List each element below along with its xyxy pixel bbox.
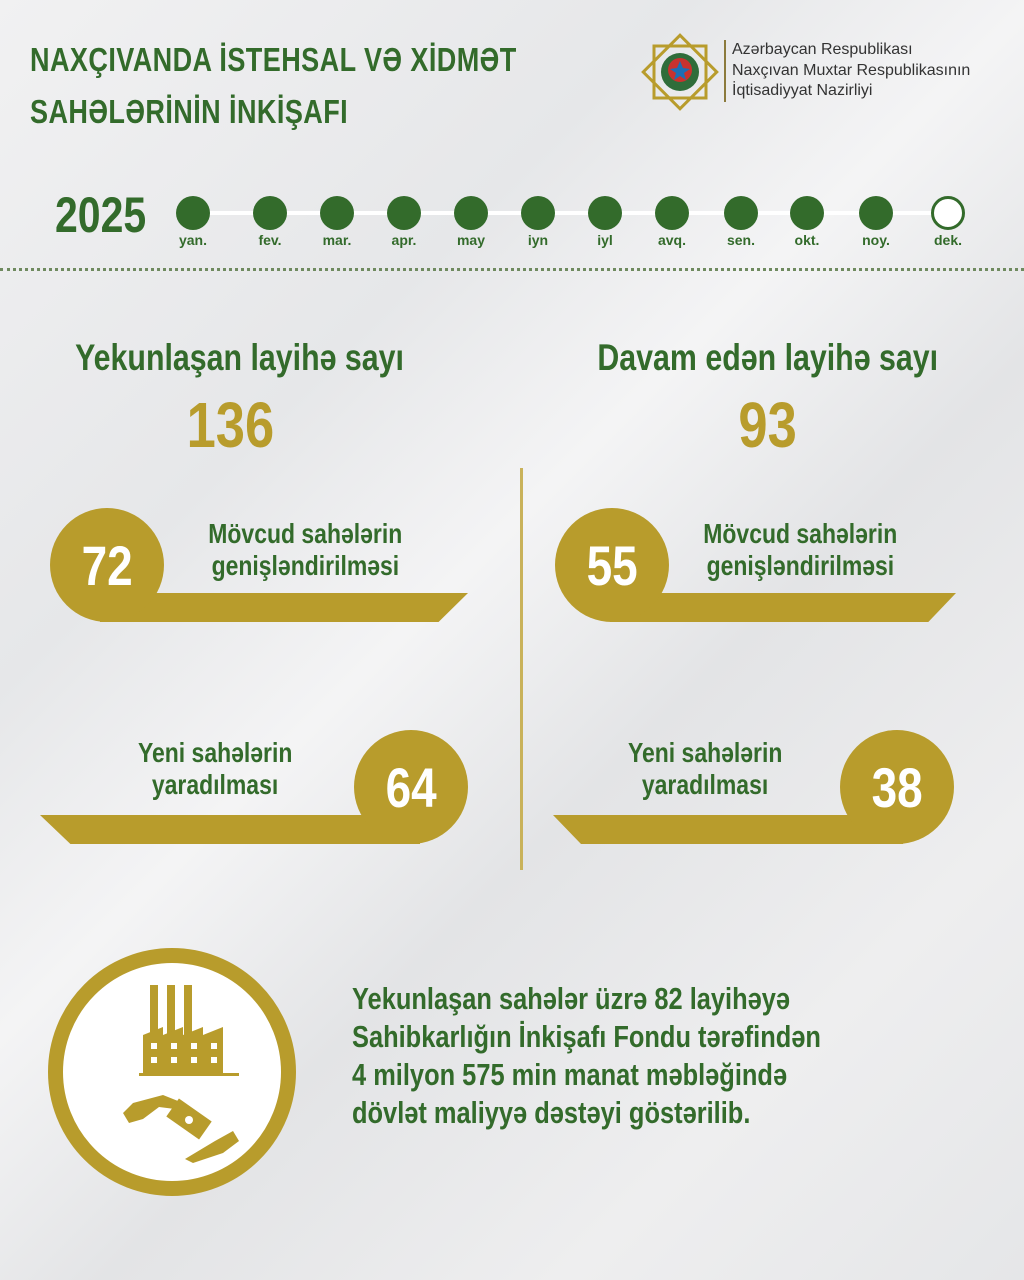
- fund-icon-circle: [48, 948, 296, 1196]
- timeline-year: 2025: [55, 186, 166, 244]
- timeline-month-label: avq.: [657, 232, 686, 248]
- ongoing-new-badge: 38: [840, 730, 954, 844]
- year-text: 2025: [55, 187, 147, 243]
- ongoing-total-value: 93: [738, 389, 798, 461]
- ongoing-new-bar: [553, 815, 903, 844]
- label-line: genişləndirilməsi: [211, 550, 399, 581]
- timeline-dot-yan: [176, 196, 210, 230]
- completed-title-text: Yekunlaşan layihə sayı: [75, 337, 405, 378]
- completed-expansion-bar: [100, 593, 468, 622]
- timeline-month-label: mar.: [322, 232, 352, 248]
- fund-line: dövlət maliyyə dəstəyi göstərilib.: [352, 1095, 751, 1130]
- completed-expansion-badge: 72: [50, 508, 164, 622]
- fund-description: Yekunlaşan sahələr üzrə 82 layihəyə Sahi…: [352, 980, 924, 1132]
- timeline-month-label: fev.: [258, 232, 282, 248]
- timeline-dot-sen: [724, 196, 758, 230]
- label-line: yaradılması: [151, 769, 279, 800]
- ongoing-title: Davam edən layihə sayı: [548, 337, 988, 379]
- fund-line: Yekunlaşan sahələr üzrə 82 layihəyə: [352, 981, 791, 1016]
- timeline-month-label: sen.: [726, 232, 755, 248]
- ongoing-total: 93: [548, 388, 988, 462]
- page-title: NAXÇIVANDA İSTEHSAL VƏ XİDMƏT SAHƏLƏRİNİ…: [30, 34, 624, 138]
- factory-money-hands-icon: [123, 985, 239, 1163]
- label-line: yaradılması: [641, 769, 769, 800]
- timeline-dot-iyl: [588, 196, 622, 230]
- timeline-dot-dek: [931, 196, 965, 230]
- timeline-dot-avq: [655, 196, 689, 230]
- ongoing-expansion-label: Mövcud sahələrin genişləndirilməsi: [665, 518, 935, 582]
- timeline-dot-mar: [320, 196, 354, 230]
- org-line: İqtisadiyyat Nazirliyi: [732, 82, 873, 99]
- timeline-month-label: yan.: [178, 232, 207, 248]
- completed-title: Yekunlaşan layihə sayı: [20, 337, 460, 379]
- timeline-month-label: iyn: [527, 232, 549, 248]
- badge-value: 55: [586, 533, 638, 597]
- badge-value: 38: [871, 755, 923, 819]
- completed-expansion-label: Mövcud sahələrin genişləndirilməsi: [170, 518, 440, 582]
- timeline-month-label: okt.: [794, 232, 820, 248]
- ongoing-title-text: Davam edən layihə sayı: [597, 337, 939, 378]
- timeline-dot-iyn: [521, 196, 555, 230]
- label-line: Mövcud sahələrin: [208, 518, 402, 549]
- label-line: Yeni sahələrin: [137, 737, 293, 768]
- timeline-dot-fev: [253, 196, 287, 230]
- label-line: genişləndirilməsi: [706, 550, 894, 581]
- timeline-dot-may: [454, 196, 488, 230]
- completed-total: 136: [10, 388, 450, 462]
- timeline-dot-noy: [859, 196, 893, 230]
- ministry-emblem-icon: [641, 33, 719, 111]
- ongoing-new-label: Yeni sahələrin yaradılması: [590, 737, 820, 801]
- badge-value: 72: [81, 533, 133, 597]
- timeline-dot-apr: [387, 196, 421, 230]
- org-line: Naxçıvan Muxtar Respublikasının: [732, 61, 971, 79]
- title-line-2: SAHƏLƏRİNİN İNKİŞAFI: [30, 93, 349, 130]
- fund-line: Sahibkarlığın İnkişafı Fondu tərəfindən: [352, 1019, 821, 1054]
- timeline-month-label: noy.: [862, 232, 890, 248]
- ongoing-expansion-bar: [610, 593, 956, 622]
- title-line-1: NAXÇIVANDA İSTEHSAL VƏ XİDMƏT: [30, 41, 517, 78]
- completed-new-bar: [40, 815, 420, 844]
- label-line: Mövcud sahələrin: [703, 518, 897, 549]
- ongoing-expansion-badge: 55: [555, 508, 669, 622]
- timeline-month-label: dek.: [933, 232, 962, 248]
- dotted-divider: [0, 268, 1024, 271]
- completed-new-badge: 64: [354, 730, 468, 844]
- vertical-divider: [520, 468, 523, 870]
- timeline-month-label: may: [456, 232, 486, 248]
- label-line: Yeni sahələrin: [627, 737, 783, 768]
- badge-value: 64: [385, 755, 437, 819]
- organization-name: Azərbaycan Respublikası Naxçıvan Muxtar …: [732, 40, 970, 102]
- completed-new-label: Yeni sahələrin yaradılması: [100, 737, 330, 801]
- org-line: Azərbaycan Respublikası: [732, 41, 913, 58]
- logo-separator: [724, 40, 726, 102]
- timeline-month-label: apr.: [391, 232, 417, 248]
- completed-total-value: 136: [186, 389, 274, 461]
- timeline-dot-okt: [790, 196, 824, 230]
- fund-line: 4 milyon 575 min manat məbləğində: [352, 1057, 788, 1092]
- timeline-month-label: iyl: [597, 232, 613, 248]
- timeline-line: [185, 211, 955, 215]
